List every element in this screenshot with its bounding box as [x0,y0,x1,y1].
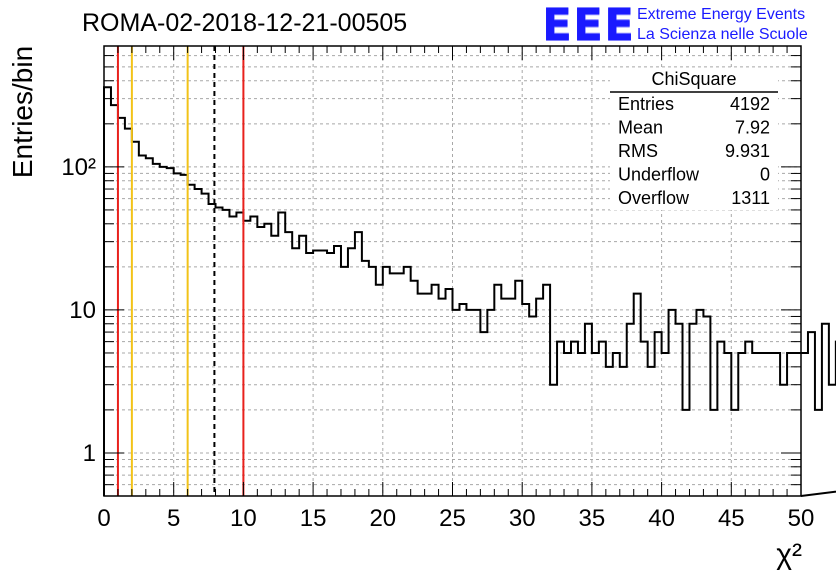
logo-line-2: La Scienza nelle Scuole [637,26,808,43]
stats-row-label: Overflow [618,188,690,208]
stats-row-value: 9.931 [725,141,770,161]
logo-mark: EEE [542,0,636,51]
x-tick-label: 10 [230,505,257,532]
stats-row-value: 0 [760,165,770,185]
stats-row-value: 4192 [730,94,770,114]
y-axis-title: Entries/bin [7,46,38,178]
x-tick-label: 0 [97,505,110,532]
x-tick-label: 35 [579,505,606,532]
x-tick-label: 5 [167,505,180,532]
stats-row-label: Mean [618,118,663,138]
stats-row-label: Underflow [618,165,700,185]
eee-logo: EEE Extreme Energy Events La Scienza nel… [542,0,834,51]
stats-row-label: RMS [618,141,658,161]
stats-row-value: 7.92 [735,118,770,138]
histogram-series [103,86,836,497]
x-tick-label: 25 [439,505,466,532]
y-tick-label: 1 [83,440,96,467]
stats-row-value: 1311 [731,188,770,208]
x-tick-label: 50 [788,505,815,532]
run-title: ROMA-02-2018-12-21-00505 [82,9,408,37]
stats-box-title: ChiSquare [651,69,736,89]
x-tick-label: 20 [369,505,396,532]
logo-line-1: Extreme Energy Events [637,6,806,23]
x-tick-label: 15 [300,505,327,532]
y-tick-label: 10² [61,154,96,181]
y-tick-label: 10 [69,297,96,324]
stats-row-label: Entries [618,94,674,114]
stats-box [610,70,778,210]
x-tick-label: 40 [648,505,675,532]
x-tick-label: 45 [718,505,745,532]
x-tick-label: 30 [509,505,536,532]
x-axis-title: χ² [776,538,802,571]
